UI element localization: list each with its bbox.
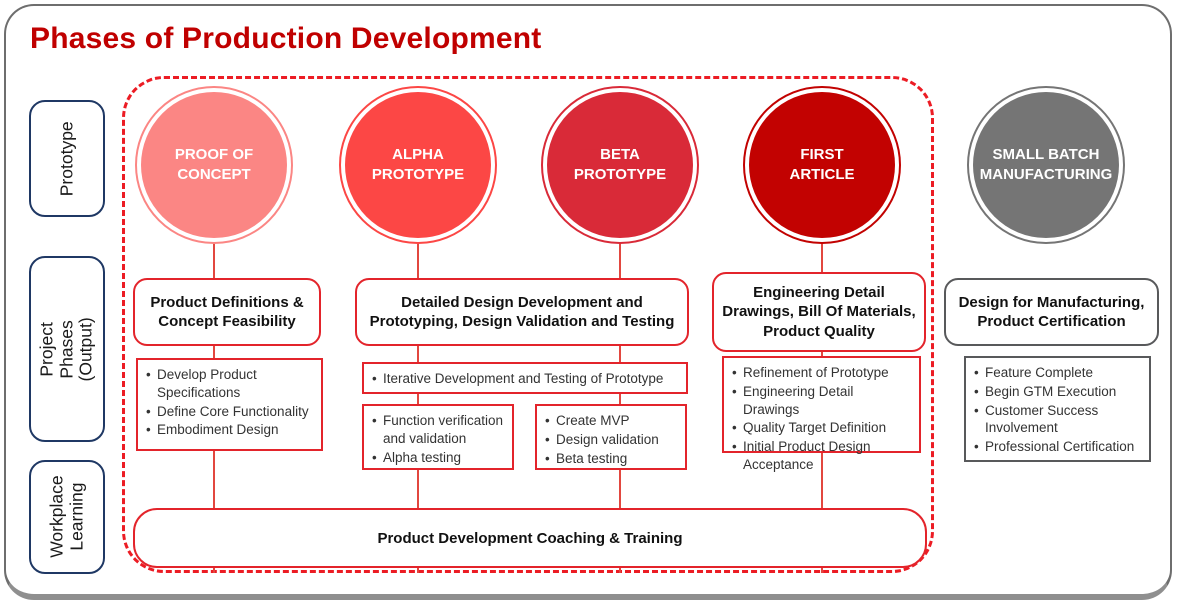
side-label-workplace-learning-text: Workplace Learning: [46, 475, 87, 559]
bullet-item: Define Core Functionality: [144, 403, 315, 421]
bullet-box-beta: Create MVP Design validation Beta testin…: [535, 404, 687, 470]
bullet-item: Design validation: [543, 431, 679, 449]
coaching-box: Product Development Coaching & Training: [133, 508, 927, 568]
bullet-item: Embodiment Design: [144, 421, 315, 439]
bullet-item: Professional Certification: [972, 438, 1143, 456]
circle-proof-of-concept: PROOF OF CONCEPT: [135, 86, 293, 244]
bullet-list-concept: Develop Product Specifications Define Co…: [138, 360, 321, 445]
bullet-box-concept: Develop Product Specifications Define Co…: [136, 358, 323, 451]
bullet-item: Feature Complete: [972, 364, 1143, 382]
side-label-project-phases-text: Project Phases (Output): [36, 316, 96, 382]
circle-proof-of-concept-label: PROOF OF CONCEPT: [141, 92, 287, 238]
bullet-item: Initial Product Design Acceptance: [730, 438, 913, 474]
bullet-list-first-article: Refinement of Prototype Engineering Deta…: [724, 358, 919, 480]
bullet-item: Beta testing: [543, 450, 679, 468]
circle-small-batch-manufacturing: SMALL BATCH MANUFACTURING: [967, 86, 1125, 244]
bullet-item: Refinement of Prototype: [730, 364, 913, 382]
bullet-box-first-article: Refinement of Prototype Engineering Deta…: [722, 356, 921, 472]
circle-first-article: FIRST ARTICLE: [743, 86, 901, 244]
bullet-list-iterative: Iterative Development and Testing of Pro…: [364, 364, 686, 394]
side-label-project-phases: Project Phases (Output): [29, 256, 105, 442]
bullet-list-alpha: Function verification and validation Alp…: [364, 406, 512, 472]
bullet-list-beta: Create MVP Design validation Beta testin…: [537, 406, 685, 473]
side-label-workplace-learning: Workplace Learning: [29, 460, 105, 574]
side-label-prototype: Prototype: [29, 100, 105, 217]
bullet-item: Begin GTM Execution: [972, 383, 1143, 401]
header-box-design-for-manufacturing: Design for Manufacturing, Product Certif…: [944, 278, 1159, 346]
bullet-item: Customer Success Involvement: [972, 402, 1143, 438]
bullet-item: Develop Product Specifications: [144, 366, 315, 402]
header-box-engineering-detail: Engineering Detail Drawings, Bill Of Mat…: [712, 272, 926, 352]
header-box-product-definitions: Product Definitions & Concept Feasibilit…: [133, 278, 321, 346]
bullet-item: Function verification and validation: [370, 412, 506, 448]
bullet-box-alpha: Function verification and validation Alp…: [362, 404, 514, 470]
outer-frame: [4, 4, 1172, 600]
page-title: Phases of Production Development: [30, 22, 542, 55]
bullet-box-iterative: Iterative Development and Testing of Pro…: [362, 362, 688, 394]
side-label-prototype-text: Prototype: [56, 121, 77, 196]
bullet-item: Create MVP: [543, 412, 679, 430]
circle-beta-prototype: BETA PROTOTYPE: [541, 86, 699, 244]
bullet-item: Engineering Detail Drawings: [730, 383, 913, 419]
bullet-item: Alpha testing: [370, 449, 506, 467]
bullet-list-small-batch: Feature Complete Begin GTM Execution Cus…: [966, 358, 1149, 462]
bullet-item: Quality Target Definition: [730, 419, 913, 437]
circle-alpha-prototype-label: ALPHA PROTOTYPE: [345, 92, 491, 238]
header-box-detailed-design: Detailed Design Development and Prototyp…: [355, 278, 689, 346]
bullet-item: Iterative Development and Testing of Pro…: [370, 370, 680, 388]
circle-alpha-prototype: ALPHA PROTOTYPE: [339, 86, 497, 244]
circle-beta-prototype-label: BETA PROTOTYPE: [547, 92, 693, 238]
bullet-box-small-batch: Feature Complete Begin GTM Execution Cus…: [964, 356, 1151, 462]
dashed-phase-container: [122, 76, 934, 573]
circle-first-article-label: FIRST ARTICLE: [749, 92, 895, 238]
circle-small-batch-manufacturing-label: SMALL BATCH MANUFACTURING: [973, 92, 1119, 238]
